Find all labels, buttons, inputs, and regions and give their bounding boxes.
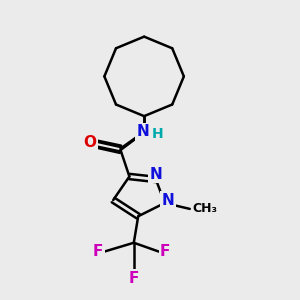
Text: CH₃: CH₃ [193, 202, 218, 215]
Text: F: F [160, 244, 170, 259]
Text: N: N [149, 167, 162, 182]
Text: H: H [152, 127, 163, 141]
Text: F: F [93, 244, 103, 259]
Text: N: N [161, 193, 174, 208]
Text: F: F [129, 271, 139, 286]
Text: O: O [83, 135, 96, 150]
Text: N: N [136, 124, 149, 139]
